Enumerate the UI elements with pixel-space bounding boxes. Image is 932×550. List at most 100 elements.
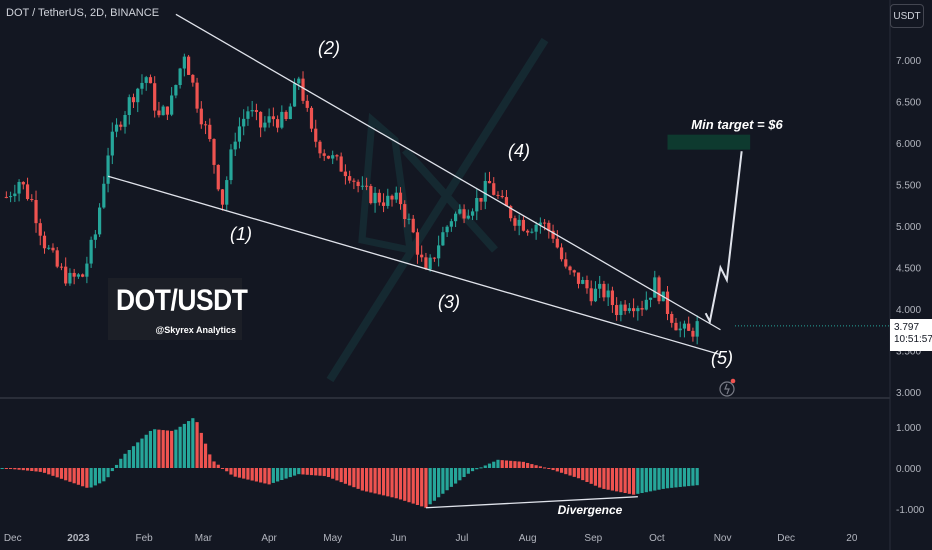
candle-body [191, 74, 195, 83]
candle-body [208, 124, 212, 140]
oscillator-tick: 0.000 [896, 464, 921, 475]
histogram-bar [284, 468, 288, 479]
histogram-bar [394, 468, 398, 499]
histogram-bar [216, 464, 220, 468]
histogram-bar [462, 468, 466, 478]
histogram-bar [292, 468, 297, 476]
candle-body [85, 263, 89, 277]
candle-body [144, 77, 148, 83]
histogram-bar [657, 468, 661, 490]
candle-body [517, 219, 521, 226]
histogram-bar [47, 468, 51, 475]
price-tick: 6.000 [896, 139, 921, 150]
currency-button[interactable]: USDT [890, 4, 924, 28]
candle-body [593, 288, 598, 302]
candle-body [301, 78, 305, 101]
time-tick: Oct [649, 533, 665, 544]
candle-body [220, 189, 225, 205]
histogram-bar [195, 422, 199, 468]
histogram-bar [59, 468, 64, 479]
histogram-bar [441, 468, 445, 494]
histogram-bar [538, 466, 542, 468]
candle-body [653, 277, 657, 298]
candle-body [81, 274, 85, 277]
alert-clock-icon[interactable] [719, 378, 736, 397]
candle-body [195, 82, 199, 109]
histogram-bar [38, 468, 42, 472]
candle-body [21, 181, 25, 185]
histogram-bar [182, 423, 186, 468]
histogram-bar [267, 468, 271, 485]
candle-body [449, 221, 453, 227]
candle-body [691, 330, 695, 337]
candle-body [76, 274, 81, 277]
wave-label: (5) [711, 348, 733, 368]
histogram-bar [119, 458, 123, 468]
candle-body [513, 218, 517, 226]
candle-body [585, 279, 589, 289]
histogram-bar [68, 468, 72, 482]
candle-body [670, 313, 674, 323]
candle-body [542, 222, 547, 224]
time-tick: Aug [519, 533, 537, 544]
histogram-bar [513, 461, 517, 468]
histogram-bar [309, 468, 314, 476]
histogram-bar [242, 468, 246, 479]
candle-body [216, 164, 220, 190]
candle-body [89, 239, 93, 264]
histogram-bar [369, 468, 373, 493]
candle-body [665, 291, 670, 314]
candle-body [538, 222, 542, 225]
histogram-bar [437, 468, 441, 498]
histogram-bar [246, 468, 250, 480]
histogram-bar [21, 468, 25, 471]
candle-body [598, 283, 602, 289]
histogram-bar [585, 468, 589, 482]
time-tick: Mar [195, 533, 213, 544]
candle-body [339, 156, 343, 172]
histogram-bar [386, 468, 390, 497]
histogram-bar [530, 464, 534, 468]
candle-body [203, 124, 208, 126]
candle-body [415, 232, 420, 255]
candle-body [170, 95, 174, 115]
histogram-bar [398, 468, 403, 500]
histogram-bar [352, 468, 356, 488]
candle-body [390, 195, 394, 200]
histogram-bar [356, 468, 360, 489]
histogram-bar [576, 468, 581, 479]
candle-body [13, 193, 17, 197]
histogram-bar [280, 468, 284, 481]
histogram-bar [589, 468, 593, 484]
histogram-bar [661, 468, 665, 489]
title-panel: DOT/USDT @Skyrex Analytics [108, 278, 248, 340]
candle-body [403, 204, 407, 220]
candle-body [292, 83, 297, 107]
histogram-bar [153, 429, 157, 468]
histogram-bar [76, 468, 81, 485]
histogram-bar [407, 468, 411, 503]
trendline-upper [175, 13, 721, 331]
histogram-bar [17, 468, 21, 470]
candle-body [547, 222, 551, 231]
candle-body [271, 116, 275, 120]
histogram-bar [305, 468, 309, 475]
candle-body [674, 322, 678, 331]
histogram-bar [114, 464, 119, 468]
histogram-bar [483, 465, 487, 468]
time-tick: Apr [261, 533, 277, 544]
candle-body [483, 180, 487, 202]
candle-body [102, 183, 106, 208]
candle-body [521, 219, 526, 231]
histogram-bar [598, 468, 602, 488]
histogram-bar [0, 468, 4, 469]
histogram-bar [64, 468, 68, 481]
histogram-bar [254, 468, 259, 482]
candle-body [462, 209, 466, 219]
candle-body [496, 194, 500, 196]
candle-body [475, 197, 479, 212]
histogram-bar [225, 468, 229, 472]
candle-body [509, 206, 513, 219]
histogram-bar [174, 429, 178, 468]
